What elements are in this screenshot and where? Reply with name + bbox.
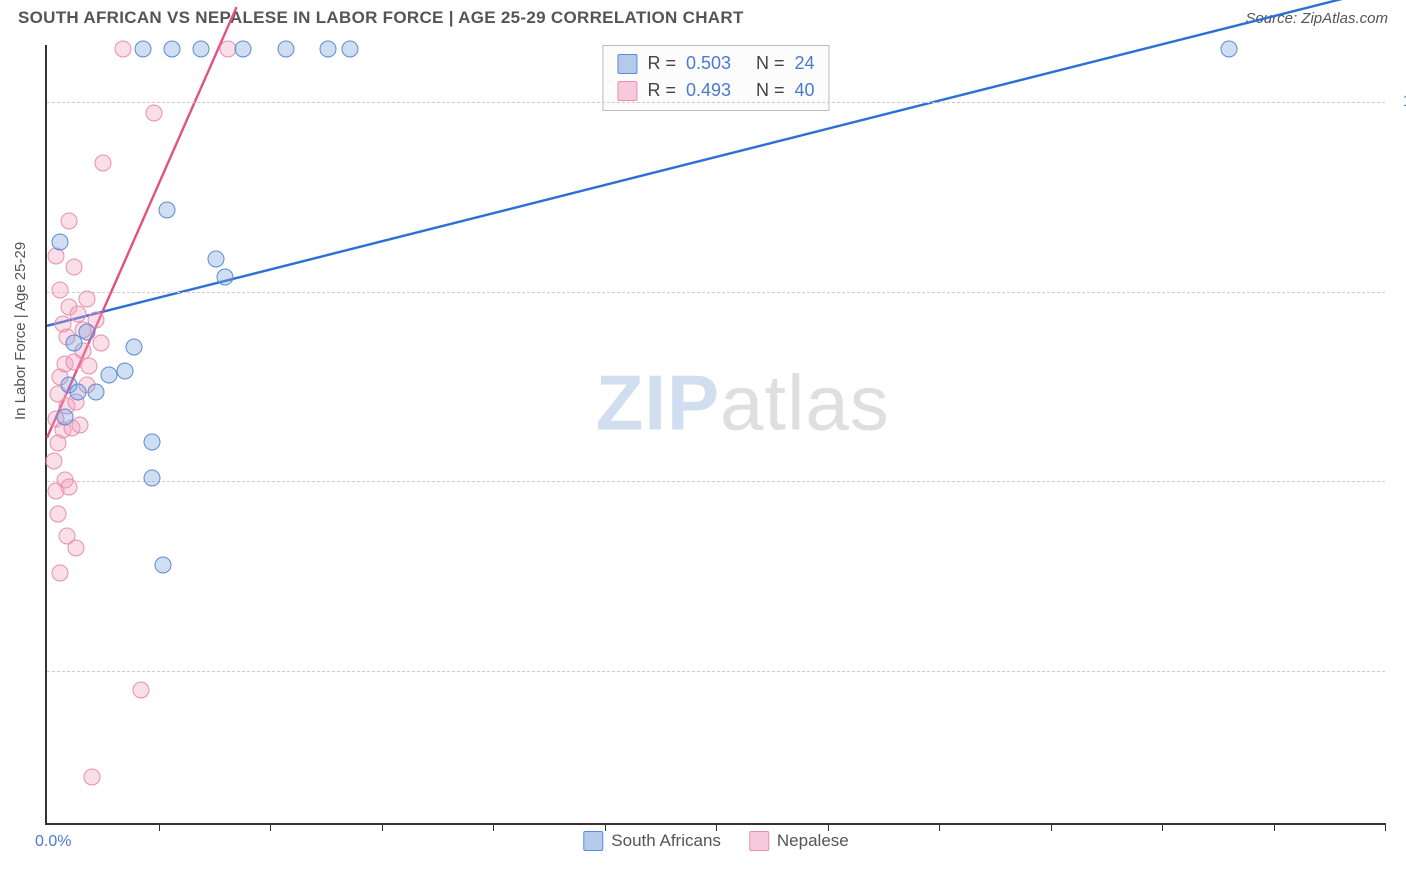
legend-item-blue: South Africans xyxy=(583,831,721,851)
data-point-pink xyxy=(81,357,98,374)
data-point-pink xyxy=(114,40,131,57)
chart-title: SOUTH AFRICAN VS NEPALESE IN LABOR FORCE… xyxy=(18,8,744,28)
data-point-blue xyxy=(56,408,73,425)
watermark-atlas: atlas xyxy=(720,358,890,446)
data-point-pink xyxy=(65,259,82,276)
x-tick xyxy=(493,823,494,831)
data-point-blue xyxy=(235,40,252,57)
swatch-blue-icon xyxy=(617,54,637,74)
x-tick xyxy=(1051,823,1052,831)
n-label: N = xyxy=(756,50,785,77)
data-point-blue xyxy=(70,384,87,401)
x-tick xyxy=(270,823,271,831)
data-point-blue xyxy=(143,433,160,450)
swatch-pink-icon xyxy=(617,81,637,101)
x-tick xyxy=(382,823,383,831)
data-point-blue xyxy=(208,251,225,268)
data-point-blue xyxy=(319,40,336,57)
x-tick xyxy=(939,823,940,831)
data-point-blue xyxy=(192,40,209,57)
x-tick xyxy=(716,823,717,831)
data-point-pink xyxy=(45,452,62,469)
gridline xyxy=(47,102,1385,103)
trendlines-layer xyxy=(47,45,1385,823)
data-point-pink xyxy=(219,40,236,57)
data-point-blue xyxy=(159,202,176,219)
data-point-blue xyxy=(342,40,359,57)
data-point-pink xyxy=(52,564,69,581)
gridline xyxy=(47,671,1385,672)
swatch-pink-icon xyxy=(749,831,769,851)
scatter-chart: ZIPatlas R = 0.503 N = 24 R = 0.493 N = … xyxy=(45,45,1385,825)
series-legend: South Africans Nepalese xyxy=(583,831,848,851)
data-point-pink xyxy=(50,505,67,522)
gridline xyxy=(47,292,1385,293)
data-point-pink xyxy=(50,435,67,452)
x-tick xyxy=(828,823,829,831)
data-point-blue xyxy=(1220,40,1237,57)
r-label: R = xyxy=(647,50,676,77)
watermark: ZIPatlas xyxy=(596,357,890,448)
watermark-zip: ZIP xyxy=(596,358,720,446)
source-attribution: Source: ZipAtlas.com xyxy=(1245,10,1388,27)
x-tick xyxy=(605,823,606,831)
r-value-blue: 0.503 xyxy=(686,50,731,77)
data-point-pink xyxy=(94,154,111,171)
data-point-pink xyxy=(92,334,109,351)
data-point-blue xyxy=(217,268,234,285)
data-point-pink xyxy=(61,213,78,230)
n-label: N = xyxy=(756,77,785,104)
data-point-pink xyxy=(79,291,96,308)
x-tick xyxy=(1162,823,1163,831)
legend-item-pink: Nepalese xyxy=(749,831,849,851)
stats-row-blue: R = 0.503 N = 24 xyxy=(617,50,814,77)
data-point-pink xyxy=(83,769,100,786)
data-point-blue xyxy=(125,338,142,355)
x-tick xyxy=(1274,823,1275,831)
r-value-pink: 0.493 xyxy=(686,77,731,104)
data-point-pink xyxy=(52,281,69,298)
header: SOUTH AFRICAN VS NEPALESE IN LABOR FORCE… xyxy=(0,0,1406,34)
data-point-blue xyxy=(88,384,105,401)
data-point-pink xyxy=(132,682,149,699)
data-point-blue xyxy=(134,40,151,57)
n-value-blue: 24 xyxy=(795,50,815,77)
legend-label-blue: South Africans xyxy=(611,831,721,851)
data-point-blue xyxy=(163,40,180,57)
stats-row-pink: R = 0.493 N = 40 xyxy=(617,77,814,104)
data-point-blue xyxy=(52,234,69,251)
x-tick xyxy=(1385,823,1386,831)
data-point-blue xyxy=(143,469,160,486)
data-point-blue xyxy=(101,367,118,384)
data-point-pink xyxy=(146,105,163,122)
gridline xyxy=(47,481,1385,482)
swatch-blue-icon xyxy=(583,831,603,851)
y-axis-label: In Labor Force | Age 25-29 xyxy=(12,242,29,420)
x-tick xyxy=(159,823,160,831)
r-label: R = xyxy=(647,77,676,104)
legend-label-pink: Nepalese xyxy=(777,831,849,851)
data-point-blue xyxy=(154,556,171,573)
data-point-pink xyxy=(70,306,87,323)
data-point-blue xyxy=(117,363,134,380)
n-value-pink: 40 xyxy=(795,77,815,104)
x-axis-min-label: 0.0% xyxy=(35,833,71,851)
data-point-pink xyxy=(72,416,89,433)
data-point-pink xyxy=(61,479,78,496)
data-point-blue xyxy=(79,323,96,340)
data-point-pink xyxy=(67,539,84,556)
data-point-blue xyxy=(277,40,294,57)
